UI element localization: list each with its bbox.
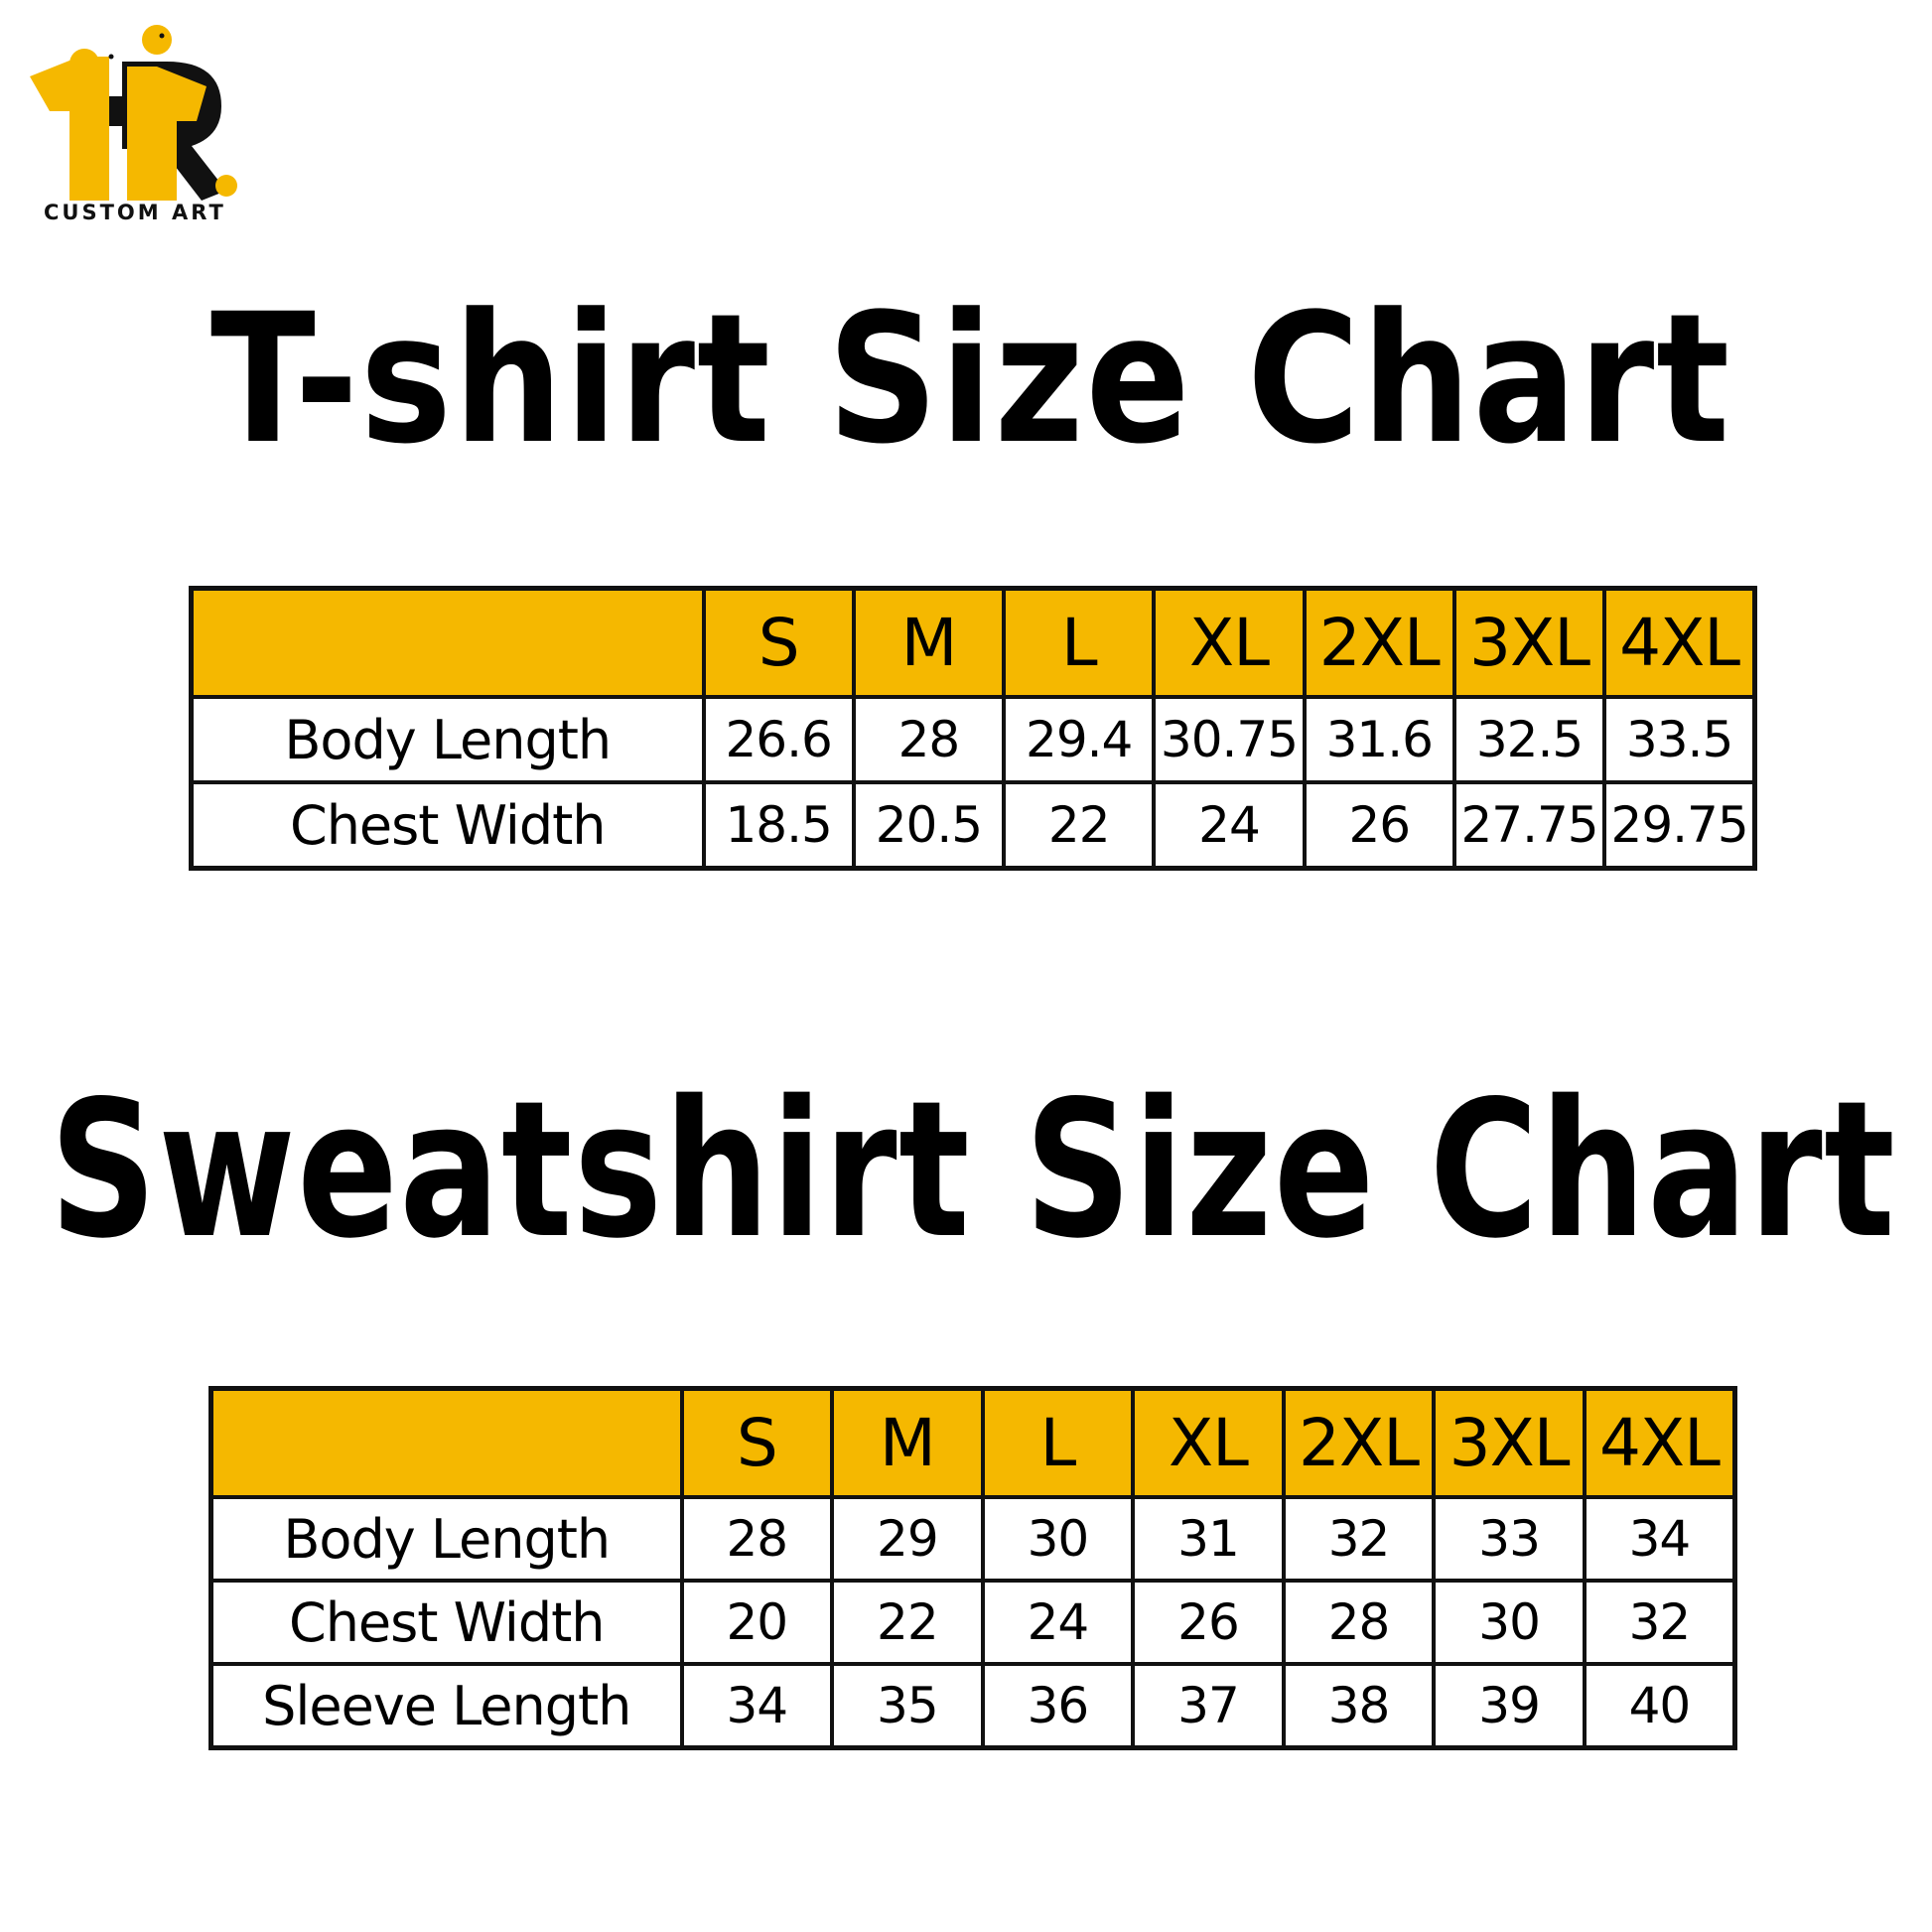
cell: 22	[1002, 780, 1157, 871]
cell: 28	[679, 1495, 835, 1583]
table-row: Body Length 28 29 30 31 32 33 34	[208, 1495, 1737, 1583]
cell: 22	[830, 1579, 985, 1666]
cell: 18.5	[701, 780, 856, 871]
table-row: Chest Width 18.5 20.5 22 24 26 27.75 29.…	[189, 780, 1757, 871]
cell: 31.6	[1302, 695, 1456, 784]
cell: 34	[679, 1662, 835, 1750]
cell: 32	[1281, 1495, 1437, 1583]
sweatshirt-title: Sweatshirt Size Chart	[50, 1060, 1897, 1280]
table-header-row: S M L XL 2XL 3XL 4XL	[208, 1386, 1737, 1499]
cell: 34	[1582, 1495, 1737, 1583]
sweatshirt-size-table: S M L XL 2XL 3XL 4XL Body Length 28 29 3…	[208, 1386, 1737, 1750]
tshirt-title: T-shirt Size Chart	[210, 276, 1731, 483]
size-header: M	[851, 586, 1007, 699]
header-blank-cell	[208, 1386, 684, 1499]
size-header: M	[830, 1386, 985, 1499]
cell: 28	[851, 695, 1007, 784]
brand-logo: CUSTOM ART	[28, 22, 241, 230]
cell: 30.75	[1152, 695, 1307, 784]
cell: 26	[1131, 1579, 1286, 1666]
cell: 36	[980, 1662, 1136, 1750]
cell: 31	[1131, 1495, 1286, 1583]
row-label: Chest Width	[208, 1579, 684, 1666]
cell: 20.5	[851, 780, 1007, 871]
row-label: Body Length	[208, 1495, 684, 1583]
cell: 38	[1281, 1662, 1437, 1750]
cell: 32.5	[1451, 695, 1607, 784]
header-blank-cell	[189, 586, 706, 699]
size-header: 3XL	[1451, 586, 1607, 699]
size-header: S	[679, 1386, 835, 1499]
size-header: 2XL	[1302, 586, 1456, 699]
size-header: L	[1002, 586, 1157, 699]
cell: 24	[980, 1579, 1136, 1666]
size-header: XL	[1131, 1386, 1286, 1499]
table-row: Chest Width 20 22 24 26 28 30 32	[208, 1579, 1737, 1666]
table-header-row: S M L XL 2XL 3XL 4XL	[189, 586, 1757, 699]
logo-text: CUSTOM ART	[44, 201, 226, 224]
cell: 33.5	[1602, 695, 1757, 784]
row-label: Body Length	[189, 695, 706, 784]
cell: 35	[830, 1662, 985, 1750]
size-header: 2XL	[1281, 1386, 1437, 1499]
row-label: Chest Width	[189, 780, 706, 871]
cell: 28	[1281, 1579, 1437, 1666]
cell: 32	[1582, 1579, 1737, 1666]
cell: 30	[1432, 1579, 1587, 1666]
tshirt-size-table: S M L XL 2XL 3XL 4XL Body Length 26.6 28…	[189, 586, 1757, 871]
cell: 37	[1131, 1662, 1286, 1750]
size-header: 4XL	[1582, 1386, 1737, 1499]
cell: 33	[1432, 1495, 1587, 1583]
cell: 30	[980, 1495, 1136, 1583]
logo-mark-icon	[30, 25, 237, 210]
cell: 26	[1302, 780, 1456, 871]
table-row: Body Length 26.6 28 29.4 30.75 31.6 32.5…	[189, 695, 1757, 784]
cell: 40	[1582, 1662, 1737, 1750]
cell: 29	[830, 1495, 985, 1583]
cell: 24	[1152, 780, 1307, 871]
size-header: S	[701, 586, 856, 699]
size-header: L	[980, 1386, 1136, 1499]
cell: 26.6	[701, 695, 856, 784]
size-header: XL	[1152, 586, 1307, 699]
cell: 20	[679, 1579, 835, 1666]
size-header: 3XL	[1432, 1386, 1587, 1499]
row-label: Sleeve Length	[208, 1662, 684, 1750]
cell: 29.4	[1002, 695, 1157, 784]
table-row: Sleeve Length 34 35 36 37 38 39 40	[208, 1662, 1737, 1750]
cell: 29.75	[1602, 780, 1757, 871]
cell: 27.75	[1451, 780, 1607, 871]
cell: 39	[1432, 1662, 1587, 1750]
size-header: 4XL	[1602, 586, 1757, 699]
